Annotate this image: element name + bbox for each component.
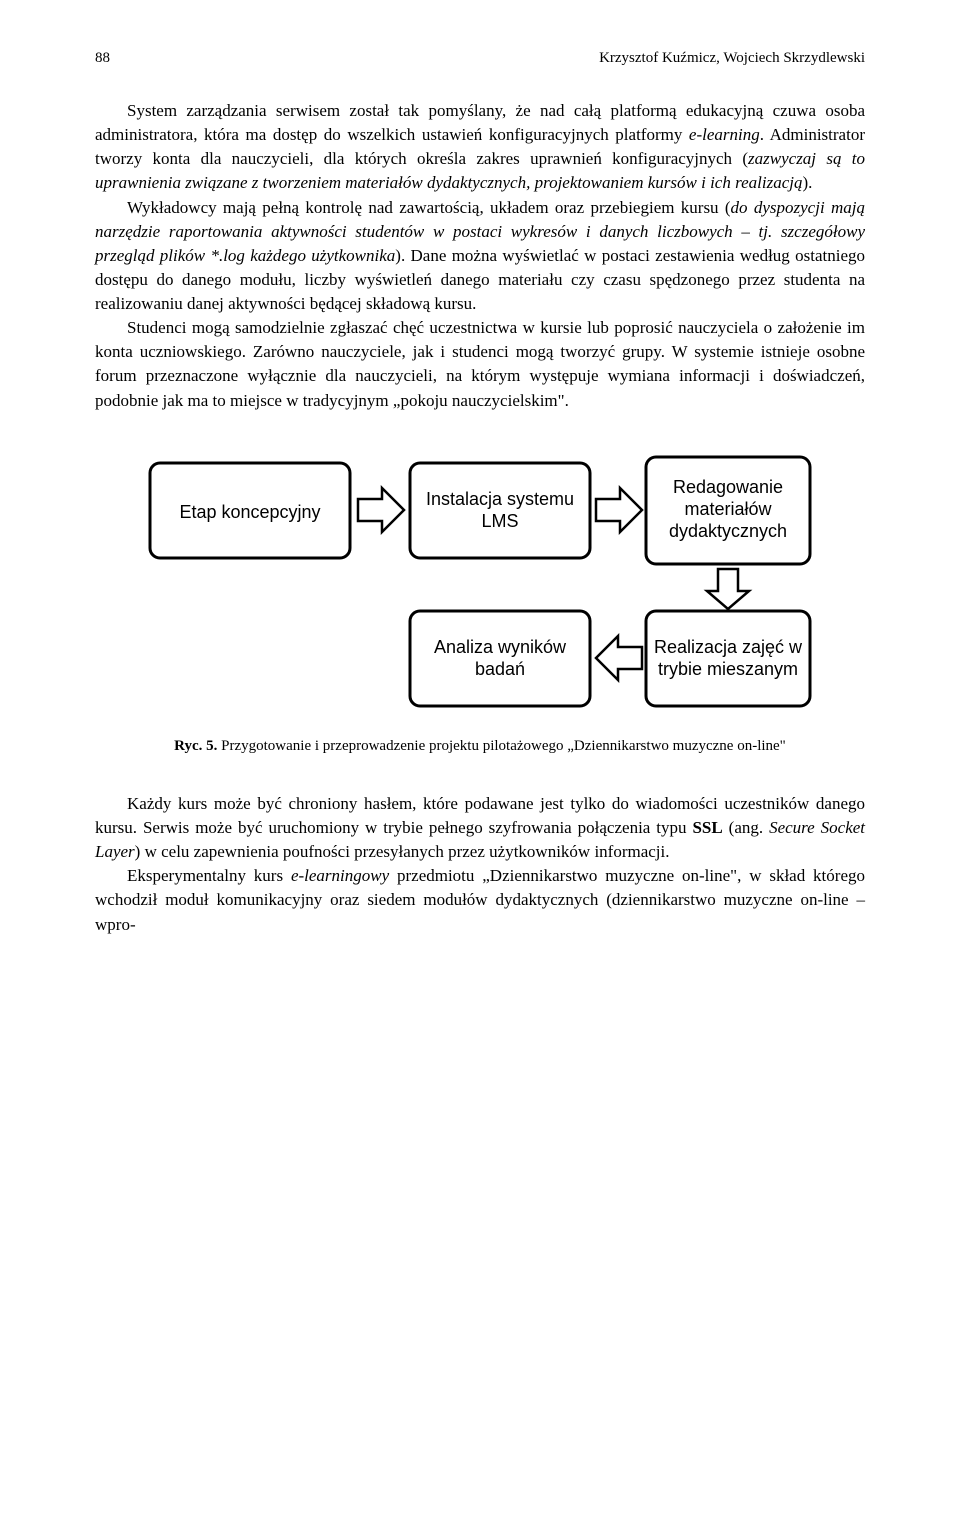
text: ). <box>802 173 812 192</box>
arrow-down-icon <box>707 569 749 609</box>
flow-node-4: Realizacja zajęć w trybie mieszanym <box>646 611 810 706</box>
text-italic: e-learningowy <box>291 866 389 885</box>
page-number: 88 <box>95 50 110 67</box>
arrow-right-icon <box>358 488 404 532</box>
text-bold: SSL <box>692 818 722 837</box>
text: Wykładowcy mają pełną kontrolę nad zawar… <box>127 198 731 217</box>
flow-node-label: LMS <box>481 511 518 531</box>
text: (ang. <box>723 818 769 837</box>
flow-node-3: Redagowanie materiałów dydaktycznych <box>646 457 810 564</box>
flow-node-label: Analiza wyników <box>434 637 567 657</box>
arrow-left-icon <box>596 636 642 680</box>
caption-text: Przygotowanie i przeprowadzenie projektu… <box>217 738 785 754</box>
flow-node-label: badań <box>475 659 525 679</box>
arrow-right-icon <box>596 488 642 532</box>
text: Eksperymentalny kurs <box>127 866 291 885</box>
flow-node-label: trybie mieszanym <box>658 659 798 679</box>
flow-node-label: dydaktycznych <box>669 521 787 541</box>
flow-node-5: Analiza wyników badań <box>410 611 590 706</box>
page-authors: Krzysztof Kuźmicz, Wojciech Skrzydlewski <box>599 50 865 67</box>
paragraph-1: System zarządzania serwisem został tak p… <box>95 99 865 196</box>
text: ) w celu zapewnienia poufności przesyłan… <box>135 842 670 861</box>
flow-node-2: Instalacja systemu LMS <box>410 463 590 558</box>
text-italic: e-learning <box>689 125 760 144</box>
page-header: 88 Krzysztof Kuźmicz, Wojciech Skrzydlew… <box>95 50 865 67</box>
flow-node-label: Realizacja zajęć w <box>654 637 803 657</box>
paragraph-5: Eksperymentalny kurs e-learningowy przed… <box>95 864 865 936</box>
text: Studenci mogą samodzielnie zgłaszać chęć… <box>95 318 865 409</box>
flow-node-label: Etap koncepcyjny <box>179 502 320 522</box>
flow-node-label: materiałów <box>684 499 772 519</box>
flow-node-1: Etap koncepcyjny <box>150 463 350 558</box>
paragraph-3: Studenci mogą samodzielnie zgłaszać chęć… <box>95 316 865 413</box>
paragraph-2: Wykładowcy mają pełną kontrolę nad zawar… <box>95 196 865 317</box>
caption-label: Ryc. 5. <box>174 738 217 754</box>
flow-node-label: Redagowanie <box>673 477 783 497</box>
page: 88 Krzysztof Kuźmicz, Wojciech Skrzydlew… <box>0 0 960 987</box>
figure-caption: Ryc. 5. Przygotowanie i przeprowadzenie … <box>95 736 865 756</box>
flowchart-diagram: Etap koncepcyjny Instalacja systemu LMS … <box>130 443 830 718</box>
flow-node-label: Instalacja systemu <box>426 489 574 509</box>
paragraph-4: Każdy kurs może być chroniony hasłem, kt… <box>95 792 865 864</box>
